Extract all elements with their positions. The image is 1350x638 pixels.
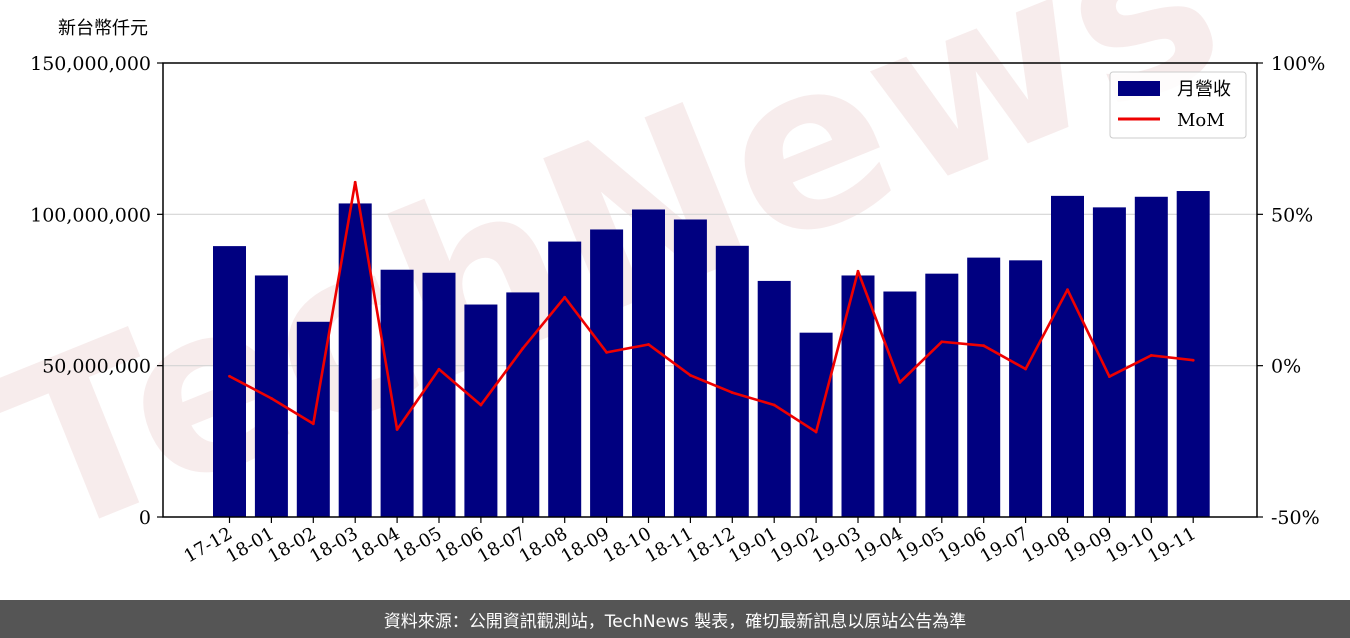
mom-point-18-04 <box>395 428 399 431</box>
legend-label-mom: MoM <box>1177 110 1225 131</box>
bar-19-08 <box>1051 195 1084 517</box>
footer-text: 資料來源：公開資訊觀測站，TechNews 製表，確切最新訊息以原站公告為準 <box>383 611 967 632</box>
mom-point-18-10 <box>647 343 650 346</box>
bar-18-01 <box>254 275 288 517</box>
bar-19-06 <box>967 257 1001 517</box>
bar-19-07 <box>1009 260 1043 517</box>
bar-18-09 <box>590 229 624 517</box>
mom-point-19-01 <box>772 403 776 407</box>
left-tick-label: 0 <box>139 507 151 529</box>
mom-point-19-10 <box>1149 353 1153 357</box>
x-tick-label: 19-11 <box>1144 523 1199 567</box>
mom-point-19-05 <box>940 340 944 344</box>
left-tick-label: 100,000,000 <box>30 204 151 226</box>
right-tick-label: 100% <box>1271 53 1325 75</box>
bar-19-05 <box>925 273 959 517</box>
mom-point-19-07 <box>1024 367 1027 371</box>
bar-18-07 <box>506 292 540 517</box>
mom-point-19-02 <box>814 430 818 434</box>
y-axis-unit-label: 新台幣仟元 <box>58 18 148 39</box>
right-tick-label: 0% <box>1271 356 1301 378</box>
mom-line-series <box>228 180 1195 434</box>
mom-line <box>228 180 1194 434</box>
mom-point-19-06 <box>982 344 986 348</box>
plot-frame <box>162 62 1258 518</box>
bar-18-03 <box>338 203 372 518</box>
right-axis: -50% 0% 50% 100% <box>1257 53 1325 529</box>
left-tick-label: 150,000,000 <box>30 53 151 75</box>
bar-19-04 <box>883 291 917 517</box>
left-tick-label: 50,000,000 <box>42 356 151 378</box>
chart-area: TechNews 050,000,000100,000,000150,000,0… <box>0 0 1325 591</box>
mom-point-18-02 <box>311 422 315 426</box>
bar-18-06 <box>464 304 498 517</box>
mom-point-18-11 <box>689 373 692 377</box>
legend-label-revenue: 月營收 <box>1177 79 1231 100</box>
left-axis: 0 50,000,000 100,000,000 150,000,000 <box>30 53 163 529</box>
x-axis: 17-1218-0118-0218-0318-0418-0518-0618-07… <box>181 517 1200 567</box>
mom-point-18-03 <box>353 180 357 184</box>
right-tick-label: -50% <box>1271 507 1320 529</box>
mom-point-18-08 <box>563 295 567 299</box>
bar-18-08 <box>548 241 582 517</box>
legend-swatch-bar <box>1118 81 1160 96</box>
right-tick-label: 50% <box>1271 204 1313 226</box>
mom-point-19-04 <box>898 380 902 384</box>
bar-18-12 <box>715 245 749 517</box>
bar-19-01 <box>757 280 791 517</box>
mom-point-18-09 <box>605 350 608 354</box>
bar-18-05 <box>422 272 456 517</box>
bar-18-10 <box>632 209 665 517</box>
mom-point-18-07 <box>521 347 525 350</box>
mom-point-19-11 <box>1191 358 1195 362</box>
mom-point-19-08 <box>1066 288 1069 292</box>
mom-point-17-12 <box>228 374 231 378</box>
mom-point-18-05 <box>437 367 441 371</box>
mom-point-18-06 <box>479 403 483 407</box>
mom-point-18-01 <box>270 396 273 400</box>
mom-point-18-12 <box>730 391 734 395</box>
bar-19-11 <box>1176 191 1210 517</box>
bar-19-09 <box>1092 207 1126 517</box>
bar-18-04 <box>380 269 414 517</box>
source-footer: 資料來源：公開資訊觀測站，TechNews 製表，確切最新訊息以原站公告為準 <box>0 600 1350 638</box>
mom-point-19-03 <box>856 269 860 273</box>
legend: 月營收 MoM <box>1109 71 1247 139</box>
mom-point-19-09 <box>1108 375 1111 378</box>
